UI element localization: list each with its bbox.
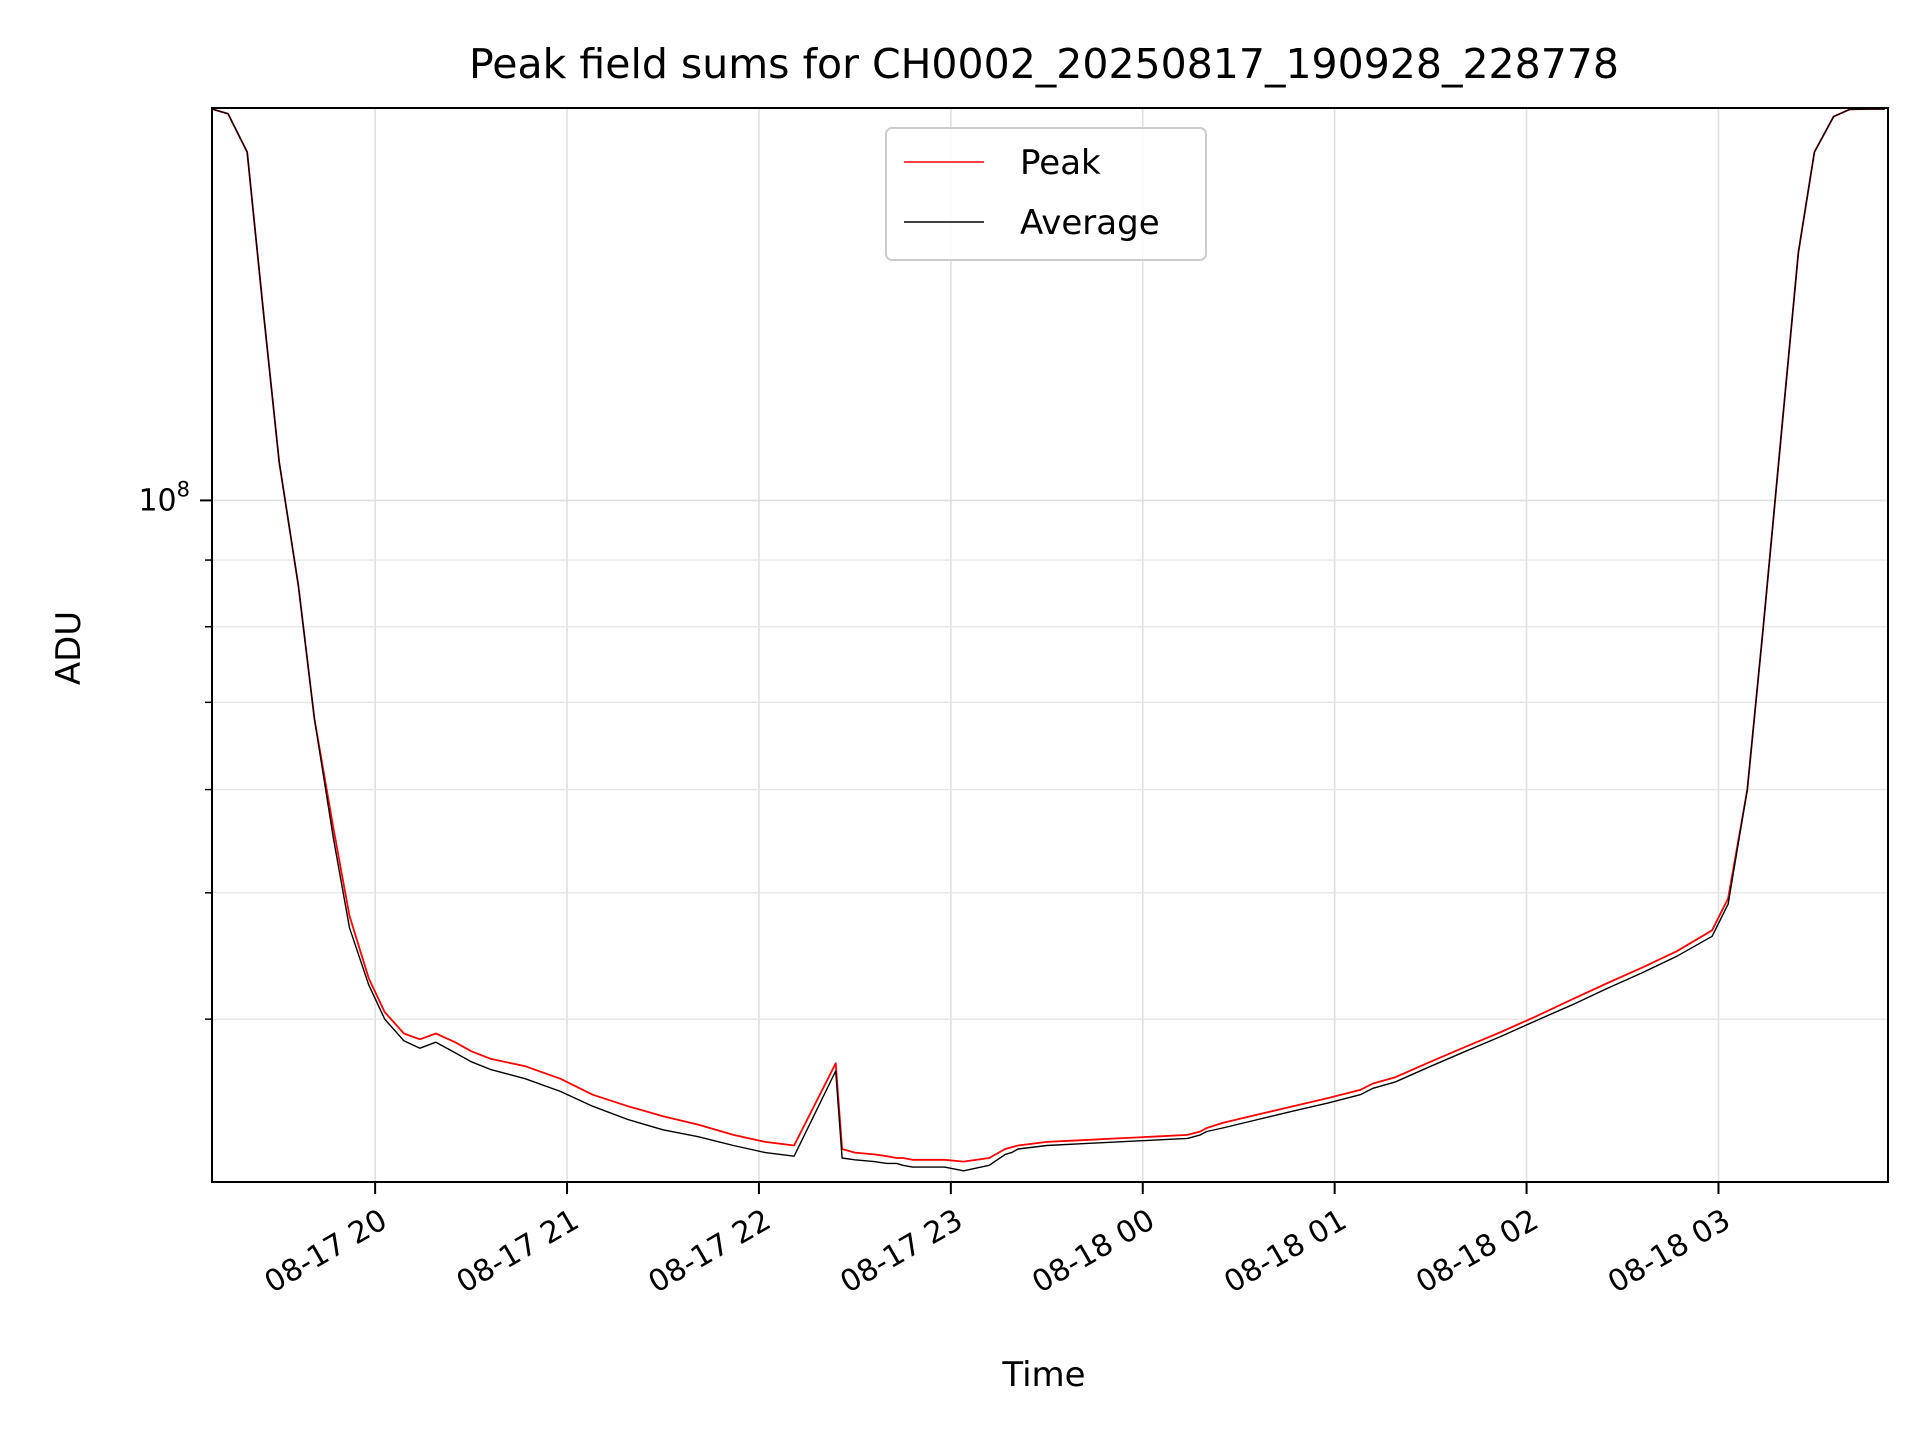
legend-box [885,127,1207,261]
legend-label-average: Average [1020,203,1160,243]
plot-frame [211,107,1889,1183]
chart-title: Peak field sums for CH0002_20250817_1909… [469,40,1619,88]
y-axis-ticks: 108 [138,477,212,1020]
legend-label-peak: Peak [1020,143,1101,183]
y-axis-label: ADU [49,611,89,685]
series-line-peak [211,108,1885,1163]
plot-series [211,108,1885,1172]
y-tick-label: 108 [138,477,190,518]
grid [212,108,1888,1182]
legend: Peak Average [885,127,1207,261]
x-axis-label: Time [1001,1355,1085,1395]
series-line-average [211,108,1885,1172]
